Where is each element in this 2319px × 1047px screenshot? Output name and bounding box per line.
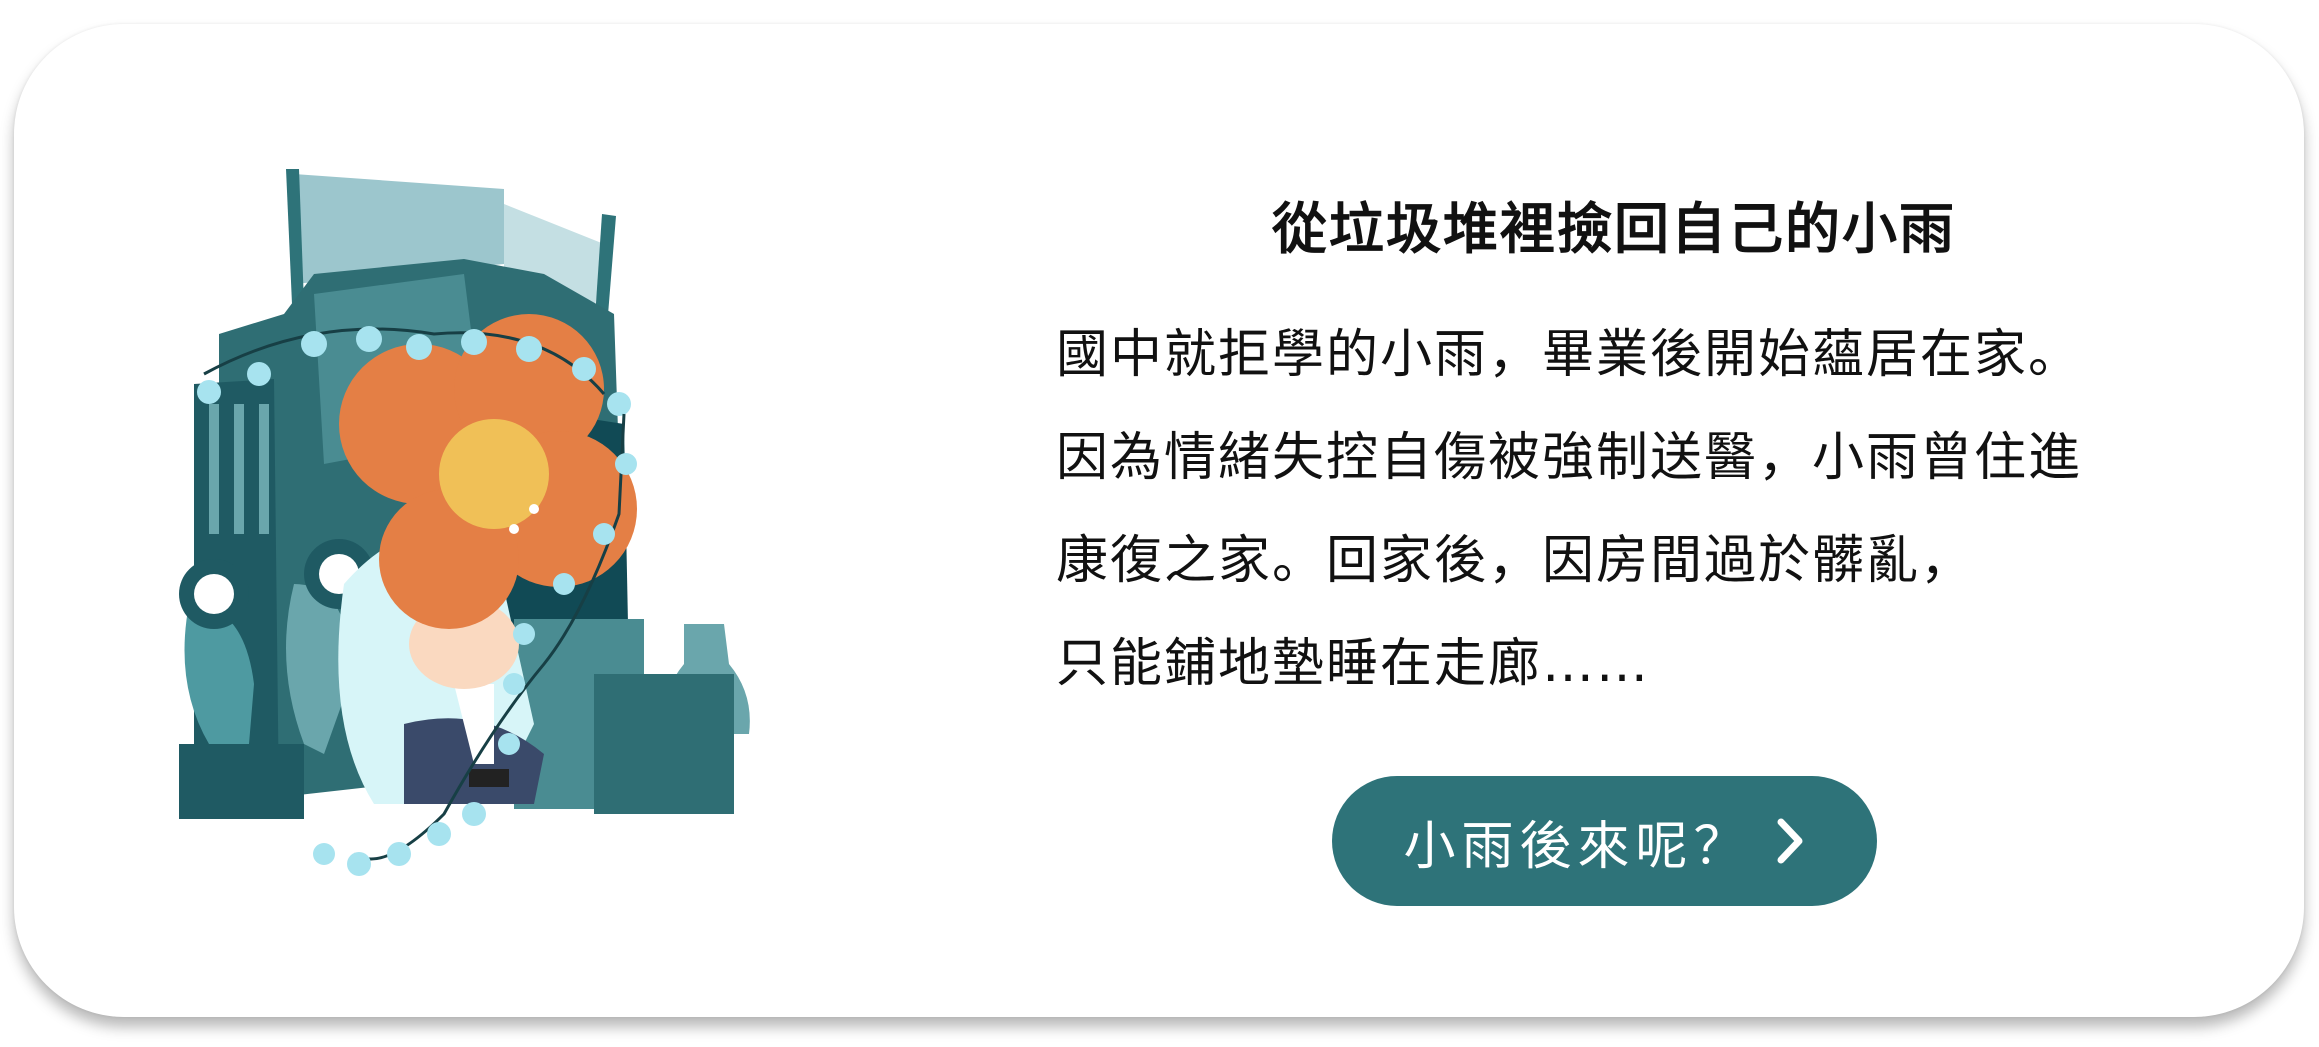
- read-more-label: 小雨後來呢？: [1403, 816, 1752, 877]
- read-more-button[interactable]: 小雨後來呢？: [1332, 776, 1877, 906]
- story-illustration: [179, 169, 750, 876]
- story-title: 從垃圾堆裡撿回自己的小雨: [1271, 197, 1956, 261]
- story-card: 從垃圾堆裡撿回自己的小雨 國中就拒學的小雨，畢業後開始蘊居在家。 因為情緒失控自…: [14, 24, 2304, 1017]
- story-line: 國中就拒學的小雨，畢業後開始蘊居在家。: [1056, 325, 2083, 385]
- story-line: 只能鋪地墊睡在走廊……: [1056, 634, 1651, 694]
- story-line: 因為情緒失控自傷被強制送醫，小雨曾住進: [1056, 428, 2083, 488]
- chevron-right-icon: [1777, 818, 1802, 864]
- story-line: 康復之家。回家後，因房間過於髒亂，: [1056, 531, 1975, 591]
- story-summary: 國中就拒學的小雨，畢業後開始蘊居在家。 因為情緒失控自傷被強制送醫，小雨曾住進 …: [1056, 304, 2236, 716]
